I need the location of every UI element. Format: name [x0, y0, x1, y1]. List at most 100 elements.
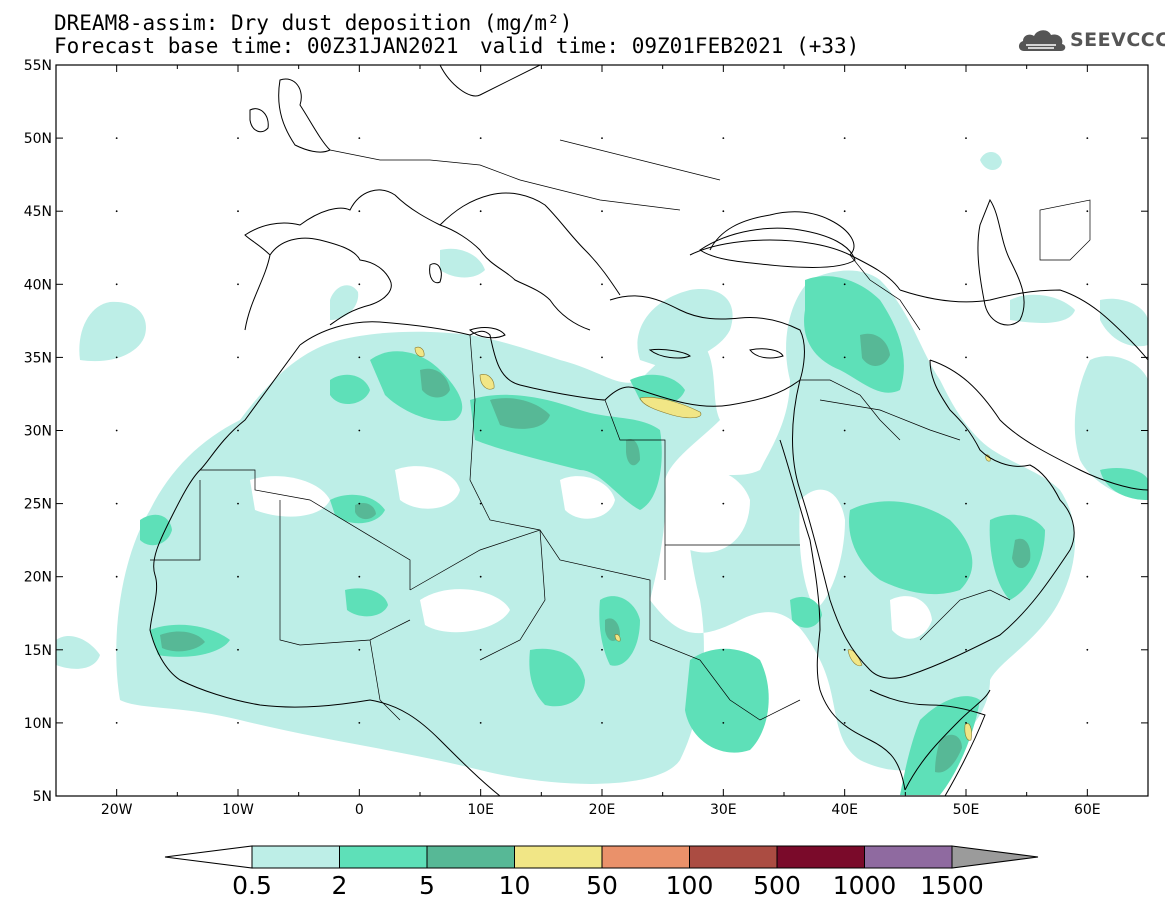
lon-tick-label: 10E: [467, 802, 494, 818]
grid-dot: [479, 648, 482, 651]
grid-dot: [479, 429, 482, 432]
grid-dot: [843, 722, 846, 724]
colorbar-label: 100: [666, 871, 714, 900]
grid-dot: [115, 283, 118, 286]
grid-dot: [601, 648, 603, 651]
lat-tick-label: 50N: [24, 131, 52, 147]
grid-dot: [115, 429, 118, 432]
grid-dot: [115, 722, 118, 724]
latitude-axis: 55N 50N 45N 40N 35N 30N 25N 20N 15N 10N 5N: [24, 58, 1148, 805]
lat-tick-label: 15N: [24, 643, 52, 659]
lat-tick-label: 40N: [24, 277, 52, 293]
forecast-times: Forecast base time: 00Z31JAN2021 valid ti…: [54, 34, 859, 58]
grid-dot: [237, 502, 239, 505]
colorbar-label: 10: [499, 871, 531, 900]
colorbar-label: 500: [753, 871, 801, 900]
grid-dot: [358, 502, 361, 505]
grid-dot: [601, 502, 603, 505]
base-time: Forecast base time: 00Z31JAN2021: [54, 34, 459, 58]
grid-dot: [237, 210, 239, 213]
grid-dot: [237, 575, 239, 578]
lon-tick-label: 40E: [831, 802, 858, 818]
deposition-level-2-5: [140, 276, 1148, 795]
lon-tick-label: 0: [355, 802, 364, 818]
grid-dot: [722, 575, 725, 578]
grid-dot: [843, 648, 846, 651]
grid-dot: [843, 356, 846, 359]
grid-dot: [965, 137, 967, 140]
grid-dot: [601, 429, 603, 432]
deposition-gaps: [250, 466, 932, 639]
grid-dot: [843, 210, 846, 213]
colorbar: 0.5 2 5 10 50 100 500 1000 1500: [164, 845, 1039, 900]
lon-tick-label: 20E: [589, 802, 616, 818]
grid-dot: [358, 575, 361, 578]
grid-dot: [1086, 137, 1089, 140]
grid-dot: [965, 648, 967, 651]
grid-dot: [843, 283, 846, 286]
lon-tick-label: 60E: [1074, 802, 1101, 818]
colorbar-swatch: [251, 845, 340, 869]
grid-dot: [1086, 575, 1089, 578]
lat-tick-label: 35N: [24, 350, 52, 366]
grid-dot: [601, 137, 603, 140]
colorbar-swatch: [601, 845, 690, 869]
lat-tick-label: 30N: [24, 424, 52, 440]
grid-dot: [843, 502, 846, 505]
grid-dot: [1086, 210, 1089, 213]
grid-dot: [358, 429, 361, 432]
grid-dot: [479, 137, 482, 140]
grid-dot: [479, 502, 482, 505]
lon-tick-label: 50E: [953, 802, 980, 818]
cloud-logo-icon: [1018, 30, 1066, 51]
grid-dot: [237, 722, 239, 724]
grid-dot: [358, 210, 361, 213]
colorbar-high-extend: [951, 845, 1039, 869]
grid-dot: [115, 502, 118, 505]
grid-dot: [722, 648, 725, 651]
deposition-level-10-50: [414, 346, 991, 741]
grid-dot: [237, 356, 239, 359]
grid-dot: [965, 210, 967, 213]
grid-dot: [843, 429, 846, 432]
lat-tick-label: 25N: [24, 497, 52, 513]
grid-dot: [843, 575, 846, 578]
grid-dot: [1086, 722, 1089, 724]
grid-dot: [722, 356, 725, 359]
grid-dot: [115, 356, 118, 359]
grid-dot: [601, 722, 603, 724]
grid-dot: [965, 502, 967, 505]
lat-tick-label: 5N: [33, 789, 52, 805]
grid-dot: [479, 722, 482, 724]
grid-dot: [965, 722, 967, 724]
grid-dot: [358, 356, 361, 359]
grid-dot: [1086, 429, 1089, 432]
grid-dot: [358, 648, 361, 651]
grid-dot: [722, 722, 725, 724]
grid-dot: [479, 210, 482, 213]
grid-dot: [237, 283, 239, 286]
colorbar-label: 0.5: [232, 871, 272, 900]
colorbar-swatch: [776, 845, 865, 869]
grid-dot: [965, 356, 967, 359]
colorbar-label: 1500: [920, 871, 984, 900]
country-borders: [150, 139, 1091, 721]
lat-tick-label: 20N: [24, 570, 52, 586]
colorbar-label: 2: [332, 871, 348, 900]
lon-tick-label: 20W: [101, 802, 133, 818]
colorbar-swatch: [689, 845, 778, 869]
grid-dot: [1086, 648, 1089, 651]
grid-dot: [479, 356, 482, 359]
coastlines: [149, 65, 1148, 796]
logo-text: SEEVCCC: [1070, 29, 1165, 51]
map-title: DREAM8-assim: Dry dust deposition (mg/m²…: [54, 11, 573, 35]
grid-dot: [965, 429, 967, 432]
grid-dot: [1086, 283, 1089, 286]
lat-tick-label: 10N: [24, 716, 52, 732]
grid-dot: [1086, 502, 1089, 505]
grid-dot: [358, 722, 361, 724]
lat-tick-label: 55N: [24, 58, 52, 74]
grid-dot: [722, 137, 725, 140]
grid-dot: [237, 429, 239, 432]
